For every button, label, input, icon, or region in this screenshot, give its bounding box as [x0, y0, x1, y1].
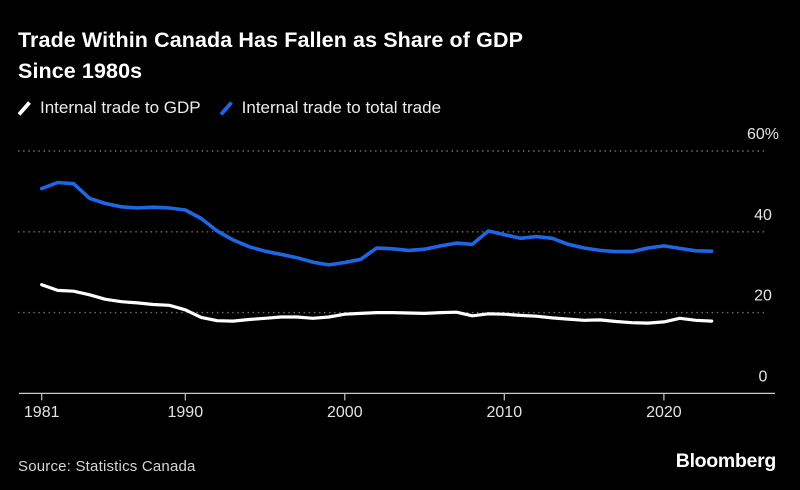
x-axis-label: 2020	[646, 404, 682, 421]
x-axis-label: 1981	[24, 404, 60, 421]
bloomberg-logo: Bloomberg	[675, 450, 777, 472]
y-axis-label: 40	[754, 207, 772, 224]
x-axis-label: 2010	[487, 404, 523, 421]
chart-title: Trade Within Canada Has Fallen as Share …	[18, 25, 523, 87]
x-axis-label: 2000	[327, 404, 363, 421]
series-line-internal-trade-to-gdp	[40, 283, 714, 325]
legend-label: Internal trade to total trade	[241, 98, 442, 117]
legend: Internal trade to GDP Internal trade to …	[16, 98, 441, 118]
legend-item-internal-trade-to-total-trade: Internal trade to total trade	[218, 98, 441, 118]
y-axis-label: 60%	[747, 126, 779, 143]
x-axis-label: 1990	[168, 404, 204, 421]
legend-label: Internal trade to GDP	[40, 98, 201, 117]
legend-item-internal-trade-to-gdp: Internal trade to GDP	[16, 98, 201, 118]
y-axis-label: 20	[754, 288, 772, 305]
series-line-internal-trade-to-total-trade	[39, 180, 714, 267]
white-slash-icon	[17, 100, 31, 116]
chart-title-line-1: Trade Within Canada Has Fallen as Share …	[18, 28, 524, 52]
blue-slash-icon	[219, 100, 233, 116]
y-axis-label: 0	[759, 368, 768, 385]
source-note: Source: Statistics Canada	[18, 458, 196, 475]
chart-title-line-2: Since 1980s	[18, 59, 143, 83]
